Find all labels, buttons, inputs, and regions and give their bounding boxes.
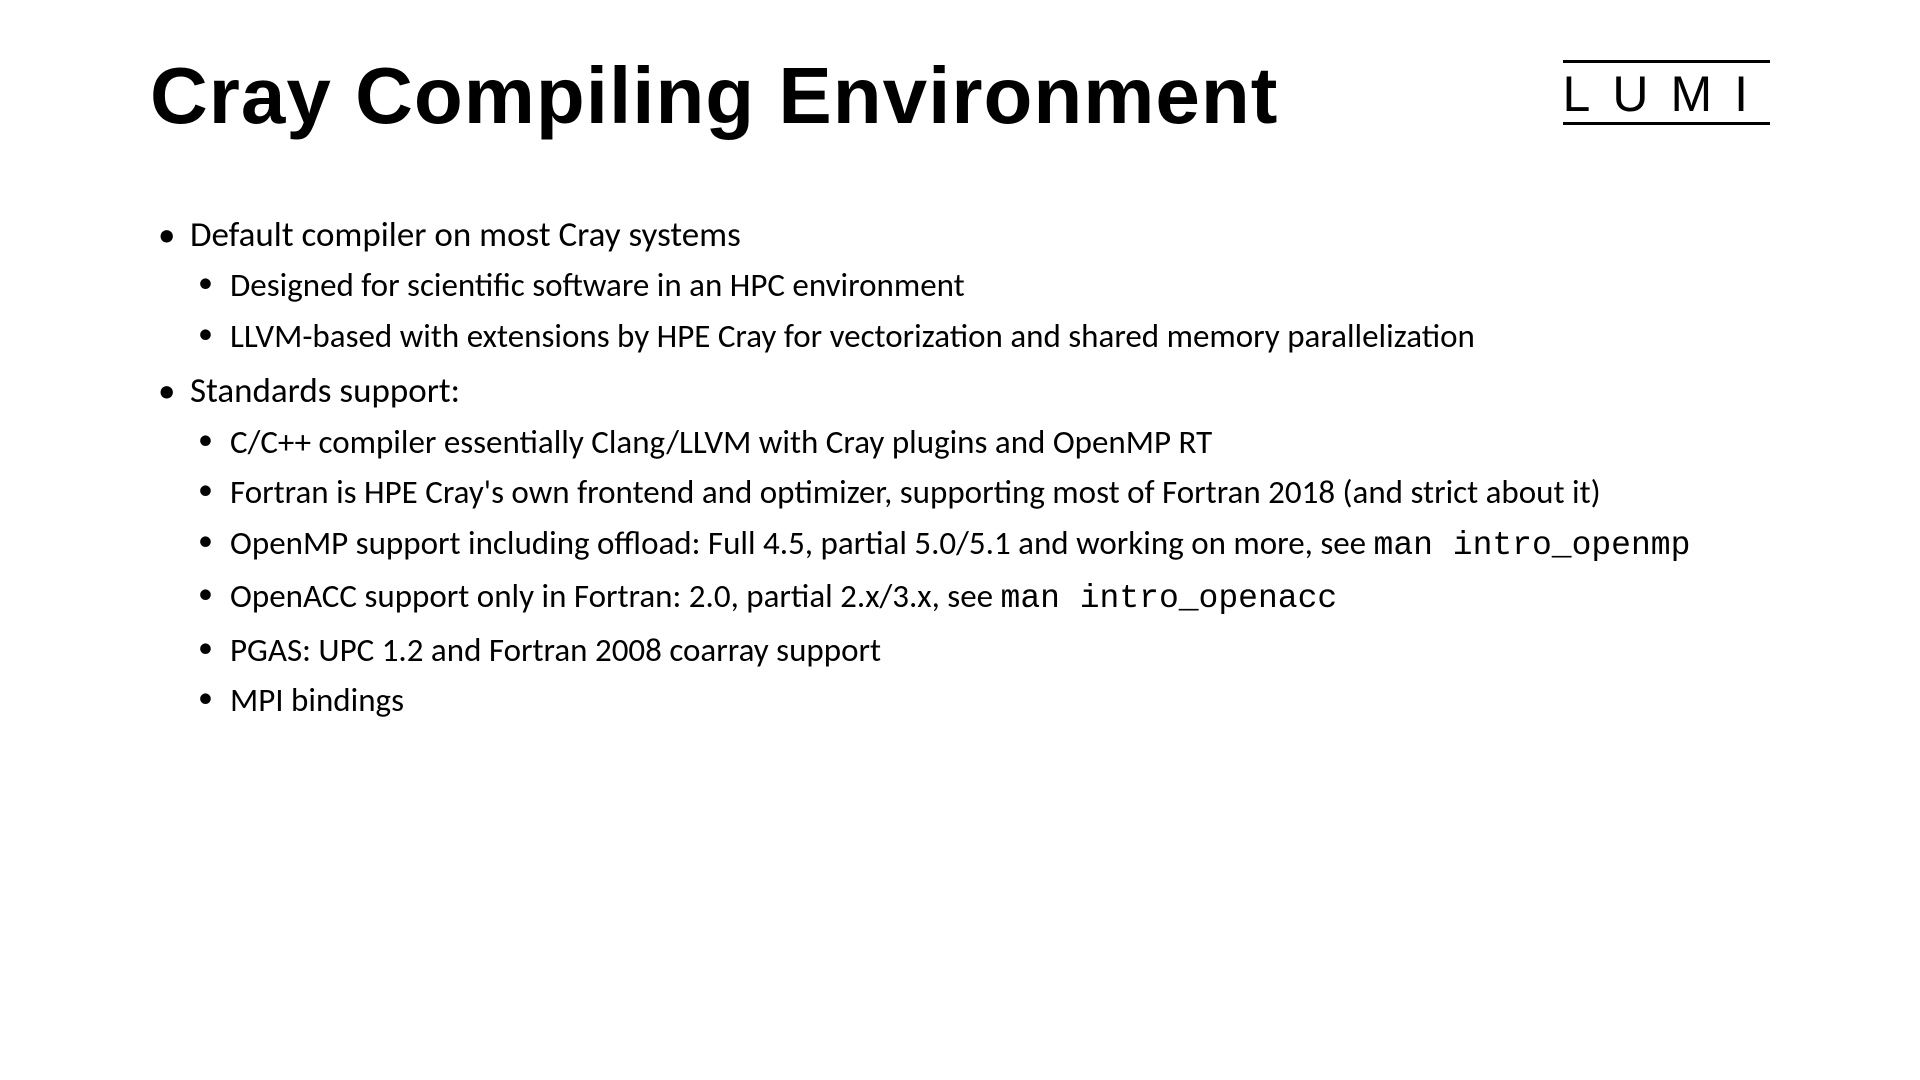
bullet-item: LLVM-based with extensions by HPE Cray f… [190,314,1770,359]
slide-content: Default compiler on most Cray systems De… [150,212,1770,723]
bullet-text: Fortran is HPE Cray's own frontend and o… [230,472,1601,512]
bullet-text: Default compiler on most Cray systems [190,214,741,256]
code-text: man intro_openmp [1374,527,1691,564]
bullet-item: Standards support: C/C++ compiler essent… [150,368,1770,723]
bullet-text: MPI bindings [230,680,404,720]
bullet-text: OpenMP support including offload: Full 4… [230,523,1374,563]
bullet-item: OpenMP support including offload: Full 4… [190,521,1770,569]
slide-header: Cray Compiling Environment LUMI [150,50,1770,142]
code-text: man intro_openacc [1001,580,1338,617]
lumi-logo: LUMI [1563,60,1770,125]
bullet-list-level2: Designed for scientific software in an H… [190,263,1770,358]
bullet-text: Standards support: [190,370,460,412]
bullet-item: Designed for scientific software in an H… [190,263,1770,308]
bullet-text: C/C++ compiler essentially Clang/LLVM wi… [230,422,1212,462]
bullet-text: PGAS: UPC 1.2 and Fortran 2008 coarray s… [230,630,881,670]
bullet-text: LLVM-based with extensions by HPE Cray f… [230,316,1475,356]
bullet-list-level1: Default compiler on most Cray systems De… [150,212,1770,723]
bullet-list-level2: C/C++ compiler essentially Clang/LLVM wi… [190,420,1770,723]
bullet-item: MPI bindings [190,678,1770,723]
bullet-item: PGAS: UPC 1.2 and Fortran 2008 coarray s… [190,628,1770,673]
bullet-text: OpenACC support only in Fortran: 2.0, pa… [230,576,1001,616]
bullet-text: Designed for scientific software in an H… [230,265,965,305]
bullet-item: Fortran is HPE Cray's own frontend and o… [190,470,1770,515]
slide-title: Cray Compiling Environment [150,50,1278,142]
bullet-item: C/C++ compiler essentially Clang/LLVM wi… [190,420,1770,465]
bullet-item: Default compiler on most Cray systems De… [150,212,1770,358]
bullet-item: OpenACC support only in Fortran: 2.0, pa… [190,574,1770,622]
